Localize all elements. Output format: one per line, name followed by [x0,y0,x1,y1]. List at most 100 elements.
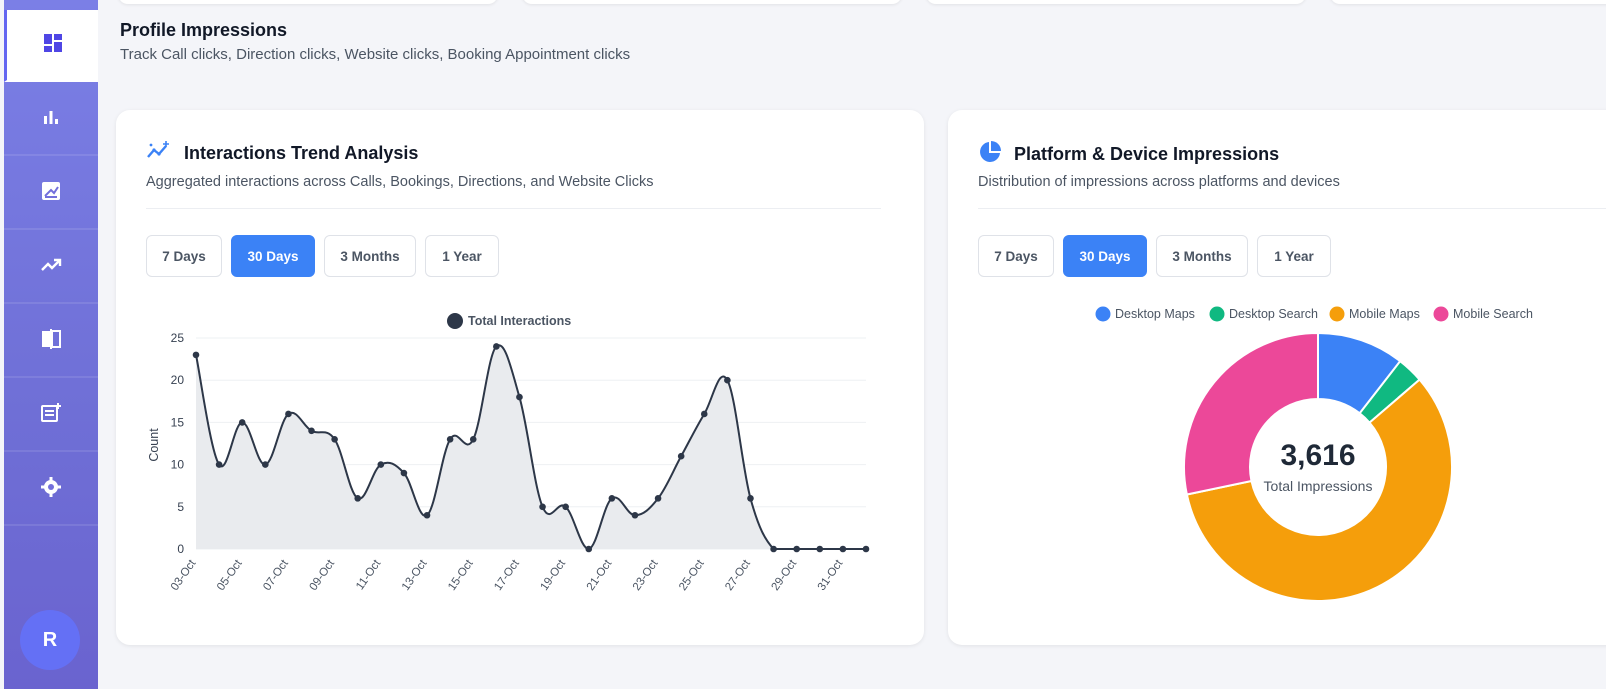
x-tick-label: 17-Oct [492,557,522,593]
x-tick-label: 07-Oct [261,557,291,593]
sidebar-item-analytics[interactable] [4,84,98,156]
range-button-30-days[interactable]: 30 Days [1063,235,1147,277]
data-point[interactable] [816,545,824,553]
legend-swatch [1095,306,1111,322]
x-tick-label: 13-Oct [400,557,430,593]
x-tick-label: 09-Oct [307,557,337,593]
trend-card-title: Interactions Trend Analysis [184,143,419,163]
legend-item[interactable]: Desktop Search [1209,306,1318,322]
sidebar-item-settings[interactable] [4,454,98,526]
data-point[interactable] [608,495,616,502]
range-button-3-months[interactable]: 3 Months [1156,235,1248,277]
divider [978,208,1606,209]
settings-icon [39,475,63,504]
trend-chart: Total Interactions Count 0 5 10 15 20 25 03-O… [147,313,870,593]
legend-swatch-total-interactions [447,313,463,329]
donut-slice-mobile-search[interactable] [1183,331,1319,496]
data-point[interactable] [308,427,315,435]
sidebar-item-trends[interactable] [4,232,98,304]
range-button-3-months[interactable]: 3 Months [324,235,416,277]
x-tick-label: 27-Oct [723,557,753,593]
x-tick-label: 11-Oct [354,557,384,592]
legend-item[interactable]: Desktop Maps [1095,306,1195,322]
data-point[interactable] [793,545,800,553]
data-point[interactable] [585,545,593,553]
x-tick-label: 19-Oct [538,557,568,593]
legend-label: Desktop Search [1229,307,1318,321]
data-point[interactable] [354,495,362,502]
data-point[interactable] [654,495,662,502]
compare-icon [39,327,63,356]
series-line [195,344,866,551]
series-area [196,345,866,549]
data-point[interactable] [493,343,500,350]
data-point[interactable] [262,461,269,468]
sidebar: R [4,0,98,689]
dashboard-icon [41,31,65,60]
avatar[interactable]: R [20,610,80,670]
legend-item[interactable]: Mobile Search [1433,306,1533,322]
data-point[interactable] [377,461,385,468]
range-button-7-days[interactable]: 7 Days [146,235,222,277]
data-point[interactable] [677,452,685,460]
pie-chart-icon [978,140,1002,169]
legend-label: Mobile Search [1453,307,1533,321]
data-point[interactable] [285,410,292,418]
post-add-icon [39,401,63,430]
data-point[interactable] [331,435,338,443]
divider [146,208,881,209]
platform-card-title: Platform & Device Impressions [1014,144,1280,164]
stat-card-partial [1330,0,1606,4]
bar-chart-icon [39,105,63,134]
donut-chart: Desktop Maps Desktop Search Mobile Maps Mob… [1095,306,1533,602]
data-point[interactable] [562,503,569,511]
chart-legend[interactable]: Total Interactions [447,313,571,329]
data-point[interactable] [238,419,246,426]
data-point[interactable] [631,511,639,519]
range-button-30-days[interactable]: 30 Days [231,235,315,277]
data-point[interactable] [469,435,477,443]
x-tick-label: 29-Oct [770,557,800,593]
data-point[interactable] [446,435,454,443]
donut-total-label: Total Impressions [1264,478,1373,494]
data-point[interactable] [724,376,731,384]
data-point[interactable] [839,545,847,553]
sidebar-item-reports[interactable] [4,158,98,230]
edit-chart-icon [39,179,63,208]
x-tick-label: 23-Oct [631,557,661,593]
sidebar-item-compare[interactable] [4,306,98,378]
data-point[interactable] [747,495,754,502]
sidebar-item-posts[interactable] [4,380,98,452]
data-point[interactable] [400,469,408,477]
donut-slice-mobile-maps[interactable] [1185,378,1453,602]
trend-range-selector: 7 Days 30 Days 3 Months 1 Year [146,235,499,277]
data-point[interactable] [862,545,870,553]
y-tick-label: 10 [171,458,185,472]
platform-range-selector: 7 Days 30 Days 3 Months 1 Year [978,235,1331,277]
data-point[interactable] [516,393,523,401]
trend-card-header: Interactions Trend Analysis [146,140,418,167]
y-tick-label: 25 [171,331,185,345]
data-point[interactable] [192,351,200,359]
x-tick-label: 21-Oct [585,557,615,593]
platform-card-header: Platform & Device Impressions [978,140,1279,169]
data-point[interactable] [423,511,431,519]
section-subtitle: Track Call clicks, Direction clicks, Web… [120,46,631,63]
range-button-1-year[interactable]: 1 Year [425,235,499,277]
stat-card-partial [926,0,1306,4]
legend-label: Total Interactions [468,314,571,328]
data-point[interactable] [770,545,777,553]
sidebar-item-dashboard[interactable] [4,10,98,82]
data-point[interactable] [215,461,223,468]
x-tick-label: 03-Oct [169,557,199,593]
legend-item[interactable]: Mobile Maps [1329,306,1420,322]
trend-analysis-icon [146,140,172,167]
range-button-7-days[interactable]: 7 Days [978,235,1054,277]
data-point[interactable] [700,410,708,418]
range-button-1-year[interactable]: 1 Year [1257,235,1331,277]
y-tick-label: 20 [171,373,185,387]
trend-card: Interactions Trend Analysis Aggregated i… [116,110,924,645]
data-point[interactable] [539,503,546,511]
stat-card-partial [522,0,902,4]
